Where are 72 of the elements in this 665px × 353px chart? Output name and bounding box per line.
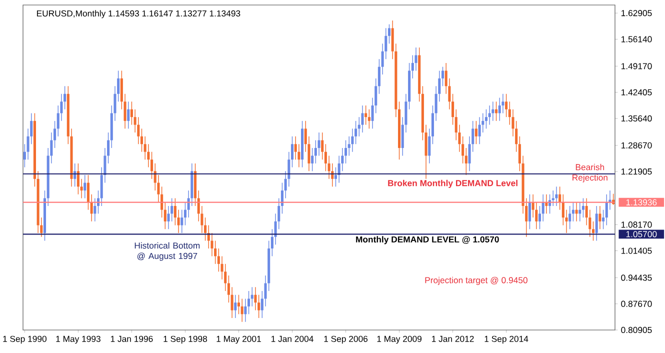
annotation: Projection target @ 0.9450 [425, 276, 528, 285]
x-tick-label: 1 Jan 2012 [432, 336, 474, 342]
annotation: Bearish Rejection [572, 164, 608, 182]
x-tick-label: 1 May 2009 [377, 336, 422, 344]
candlestick [498, 97, 501, 122]
candlestick [582, 198, 584, 218]
y-tick-label: 1.08170 [621, 222, 652, 228]
candlestick [230, 286, 234, 318]
candlestick [598, 206, 602, 230]
candlestick [234, 294, 237, 318]
candlestick [244, 298, 247, 322]
candlestick [605, 194, 608, 226]
candlestick [492, 101, 494, 122]
x-tick-label: 1 Jan 1996 [110, 336, 153, 342]
candlestick [254, 286, 257, 311]
annotation: Historical Bottom @ August 1997 [134, 242, 200, 261]
text: EURUSD,Monthly 1.14593 1.16147 1.13277 1.13493 [37, 10, 240, 18]
candlestick [76, 163, 80, 195]
candlestick [558, 186, 562, 210]
y-tick-label: 1.42405 [621, 89, 652, 96]
x-tick-label: 1 Sep 2014 [484, 336, 528, 344]
y-tick-label: 1.35640 [621, 115, 652, 122]
candlestick [240, 298, 244, 322]
candlestick [94, 198, 96, 222]
x-tick-label: 1 Jan 2004 [271, 336, 314, 342]
candlestick [464, 148, 468, 176]
candlestick [488, 105, 491, 126]
candlestick [595, 206, 598, 242]
y-tick-label: 1.62905 [621, 10, 652, 16]
y-tick-label: 1.56140 [621, 36, 652, 42]
candlestick [572, 202, 574, 222]
candlestick [602, 209, 605, 230]
x-tick-label: 1 May 2001 [216, 336, 261, 344]
candlestick [321, 132, 324, 160]
candlestick [364, 105, 368, 126]
candlestick [578, 202, 582, 222]
annotation: Monthly DEMAND LEVEL @ 1.0570 [356, 236, 499, 244]
candlestick [180, 209, 184, 234]
ref-line-label: 1.05700 [626, 231, 657, 238]
y-tick-label: 1.28670 [621, 142, 652, 148]
candlestick [568, 206, 572, 230]
candlestick [177, 209, 180, 234]
y-tick-label: 1.01405 [621, 248, 652, 254]
y-tick-label: 0.87670 [621, 300, 652, 307]
candlestick [361, 105, 364, 133]
candlestick [84, 174, 86, 199]
candlestick [368, 108, 370, 130]
candlestick [575, 202, 578, 222]
candlestick [555, 186, 558, 206]
candlestick [127, 101, 130, 130]
candlestick [552, 190, 554, 206]
candlestick [164, 202, 166, 230]
candlestick [250, 286, 254, 307]
y-tick-label: 0.94435 [621, 274, 652, 281]
candlestick [494, 101, 498, 122]
candlestick [428, 128, 431, 164]
y-tick-label: 1.49170 [621, 63, 652, 70]
x-tick-label: 1 Sep 1990 [3, 336, 46, 344]
candlestick [474, 120, 478, 144]
candlestick [484, 108, 488, 130]
candlestick [311, 148, 314, 172]
x-tick-label: 1 Sep 1998 [164, 336, 207, 344]
candlestick [505, 94, 508, 118]
y-tick-label: 1.21905 [621, 168, 652, 175]
y-tick-label: 0.80905 [621, 326, 652, 334]
candlestick [528, 194, 531, 230]
x-tick-label: 1 May 1993 [56, 336, 100, 344]
candlestick [478, 116, 481, 144]
annotation: Broken Monthly DEMAND Level [388, 180, 518, 188]
candlestick [351, 128, 354, 152]
x-tick-label: 1 Sep 2006 [324, 336, 368, 344]
ref-line-label: 1.13936 [626, 199, 657, 206]
